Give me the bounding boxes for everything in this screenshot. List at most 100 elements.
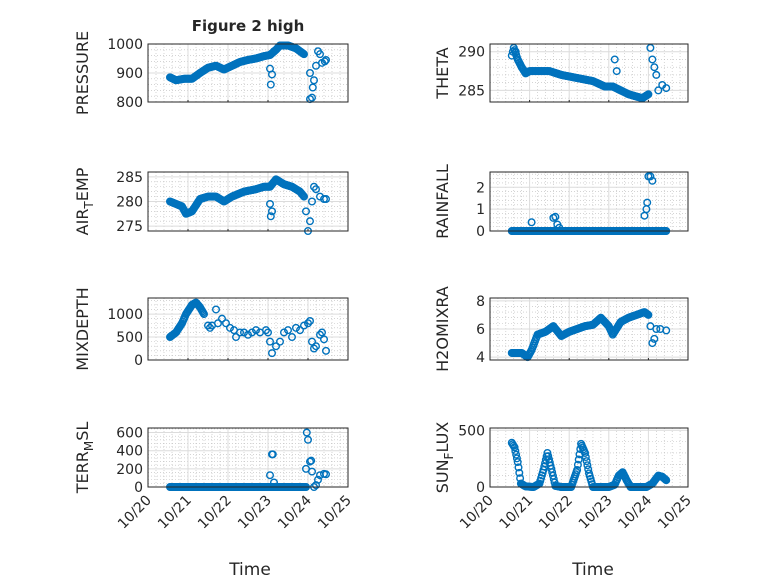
y-axis-label: H2OMIXRA [433, 286, 452, 372]
data-point [512, 454, 521, 463]
data-point [322, 55, 331, 64]
data-point [308, 83, 317, 92]
data-point [574, 455, 583, 464]
data-point [217, 314, 226, 323]
y-tick-label: 0 [134, 353, 143, 369]
data-point [610, 55, 619, 64]
y-tick-label: 8 [476, 294, 485, 310]
data-point [648, 55, 657, 64]
subplot-terr-msl: 10/20 10/21 10/22 10/23 10/24 10/25 0 200 400 600… [73, 422, 355, 533]
data-point [268, 207, 277, 216]
y-axis-label: SUNFLUX [433, 422, 456, 494]
y-tick-label: 290 [458, 45, 485, 61]
data-point [300, 192, 309, 201]
y-tick-label: 6 [476, 322, 485, 338]
data-point [312, 185, 321, 194]
data-point [266, 199, 275, 208]
data-point [511, 446, 520, 455]
y-axis-label: TERRMSL [73, 422, 96, 495]
data-point [304, 319, 313, 328]
y-tick-label: 1000 [107, 37, 143, 53]
y-tick-label: 285 [458, 83, 485, 99]
x-tick-label: 10/22 [536, 493, 576, 533]
data-point [307, 456, 316, 465]
data-point [662, 84, 671, 93]
data-point [266, 337, 275, 346]
y-tick-label: 1000 [107, 307, 143, 323]
data-point [231, 333, 240, 342]
axes-box [147, 171, 349, 232]
x-tick-label: 10/23 [576, 493, 616, 533]
data-point [513, 458, 522, 467]
y-tick-label: 900 [116, 66, 143, 82]
data-point [276, 337, 285, 346]
chart-title: Figure 2 high [192, 17, 305, 35]
data-point [306, 316, 315, 325]
data-point [225, 323, 234, 332]
data-point [300, 321, 309, 330]
data-point [318, 328, 327, 337]
data-point [581, 448, 590, 457]
data-point [512, 450, 521, 459]
data-point [268, 349, 277, 358]
axes-box [489, 43, 689, 103]
data-point [644, 90, 653, 99]
y-tick-label: 2 [476, 180, 485, 196]
y-tick-label: 800 [116, 95, 143, 111]
subplot-h2omixra: 4 6 8 H2OMIXRA [433, 286, 689, 372]
data-point [239, 328, 248, 337]
data-point [662, 476, 671, 485]
y-tick-label: 4 [476, 350, 485, 366]
y-tick-label: 0 [476, 480, 485, 496]
data-point [662, 326, 671, 335]
y-axis-label: RAINFALL [433, 164, 452, 239]
y-tick-label: 600 [116, 426, 143, 442]
data-point [320, 335, 329, 344]
data-point [322, 470, 331, 479]
x-tick-label: 10/24 [275, 492, 315, 532]
data-point [266, 212, 275, 221]
data-point [221, 319, 230, 328]
subplot-pressure: 800 900 1000 PRESSURE [73, 31, 349, 115]
plot-area [148, 428, 348, 487]
y-tick-label: 0 [134, 480, 143, 496]
data-point [243, 330, 252, 339]
data-point [650, 63, 659, 72]
data-point [205, 323, 214, 332]
subplot-sun-flux: 10/20 10/21 10/22 10/23 10/24 10/25 0 500SUNFLU… [433, 422, 695, 533]
y-axis-label: THETA [433, 47, 452, 99]
data-point [300, 50, 309, 59]
data-point [322, 346, 331, 355]
x-tick-label: 10/22 [195, 493, 235, 533]
data-point [296, 326, 305, 335]
data-point [511, 47, 520, 56]
data-point [322, 195, 331, 204]
data-point [312, 342, 321, 351]
data-point [612, 67, 621, 76]
x-tick-label: 10/20 [115, 493, 155, 533]
data-point [320, 57, 329, 66]
data-point [308, 93, 317, 102]
data-point [551, 212, 560, 221]
axes-box [489, 297, 689, 361]
data-point [266, 80, 275, 89]
data-point [211, 305, 220, 314]
data-point [316, 50, 325, 59]
data-point [652, 70, 661, 79]
data-point [268, 450, 277, 459]
data-point [308, 337, 317, 346]
data-point [306, 217, 315, 226]
axes-box [489, 427, 689, 488]
subplot-rainfall: 0 1 2 RAINFALL [433, 164, 689, 240]
data-point [510, 443, 519, 452]
axes-box [147, 297, 349, 361]
data-point [272, 342, 281, 351]
data-point [247, 328, 256, 337]
data-point [203, 321, 212, 330]
subplot-air-temp: 275 280 285 AIRTEMP [73, 167, 349, 235]
data-point [583, 461, 592, 470]
data-point [268, 70, 277, 79]
data-point [262, 326, 271, 335]
data-point [648, 176, 657, 185]
data-point [199, 310, 208, 319]
